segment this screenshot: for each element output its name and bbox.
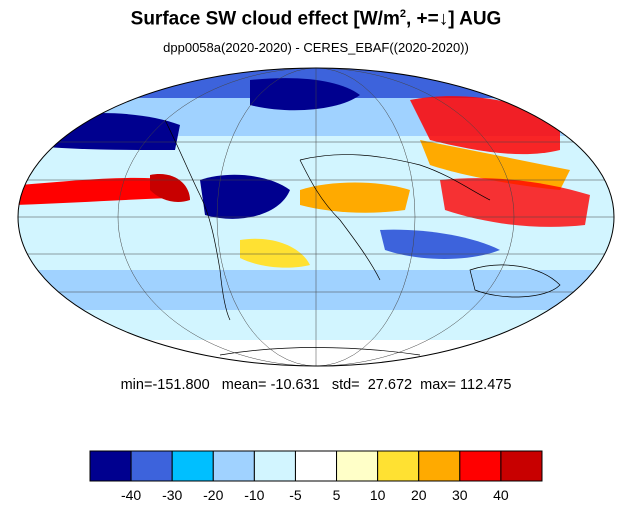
stat-max-value: 112.475 — [460, 377, 512, 393]
plot-title: Surface SW cloud effect [W/m2, +=↓] AUG — [0, 8, 632, 30]
colorbar-tick-label: -30 — [162, 487, 182, 503]
plot-title-rest: , +=↓] AUG — [405, 8, 502, 30]
coastline-antarctica — [219, 347, 421, 356]
graticule-meridian-pair — [117, 68, 515, 366]
colorbar-swatch — [377, 450, 420, 482]
colorbar-swatch — [336, 450, 379, 482]
colorbar-tick-label: -40 — [121, 487, 141, 503]
mollweide-map — [17, 67, 615, 367]
plot-title-superscript: 2 — [399, 8, 406, 20]
stat-mean-label: mean= — [221, 377, 267, 393]
colorbar-tick-label: 20 — [411, 487, 427, 503]
colorbar-swatch — [500, 450, 543, 482]
stat-min-label: min= — [120, 377, 153, 393]
colorbar-swatch — [418, 450, 461, 482]
field-patch-south-atlantic — [240, 238, 310, 268]
field-patch-south-indian — [380, 229, 500, 259]
colorbar-swatch — [459, 450, 502, 482]
colorbar-tick-label: 40 — [493, 487, 509, 503]
field-patch-asia-red — [410, 96, 560, 155]
field-patch-maritime-continent — [440, 178, 590, 227]
colorbar-swatch — [89, 450, 132, 482]
plot-title-main: Surface SW cloud effect [W/m — [130, 8, 400, 30]
field-patch-tropical-atlantic — [200, 174, 290, 219]
colorbar-tick-label: 5 — [333, 487, 341, 503]
stat-std-label: std= — [331, 377, 360, 393]
colorbar-swatch — [130, 450, 173, 482]
stat-mean-value: -10.631 — [270, 377, 320, 393]
graticule-meridian-pair — [216, 68, 416, 366]
colorbar-swatch — [171, 450, 214, 482]
coastline-eurasia-south — [299, 154, 491, 201]
colorbar-tick-label: 10 — [370, 487, 386, 503]
field-patch-sahel — [300, 182, 410, 213]
stat-min-value: -151.800 — [152, 377, 210, 393]
stat-std-value: 27.672 — [367, 377, 413, 393]
colorbar-tick-label: 30 — [452, 487, 468, 503]
field-patch-itcz-pacific — [18, 177, 175, 205]
coastline-americas — [164, 119, 231, 321]
coastline-australia — [469, 264, 561, 298]
colorbar-tick-label: -20 — [203, 487, 223, 503]
colorbar-swatch — [253, 450, 296, 482]
colorbar-swatch — [294, 450, 338, 482]
field-patch-north-atlantic — [250, 78, 360, 111]
colorbar-tick-label: -5 — [289, 487, 302, 503]
field-patch-central-america — [150, 174, 190, 202]
colorbar-swatch — [212, 450, 255, 482]
coastlines — [164, 119, 561, 356]
graticule — [18, 68, 614, 366]
plot-subtitle: dpp0058a(2020-2020) - CERES_EBAF((2020-2… — [163, 40, 469, 55]
coastline-africa — [299, 159, 381, 281]
stat-max-label: max= — [420, 377, 457, 393]
field-patch-asia-orange — [420, 140, 570, 190]
stats-line: min=-151.800 mean= -10.631 std= 27.672 m… — [0, 377, 632, 393]
colorbar-tick-label: -10 — [244, 487, 264, 503]
globe-outline — [17, 67, 615, 367]
